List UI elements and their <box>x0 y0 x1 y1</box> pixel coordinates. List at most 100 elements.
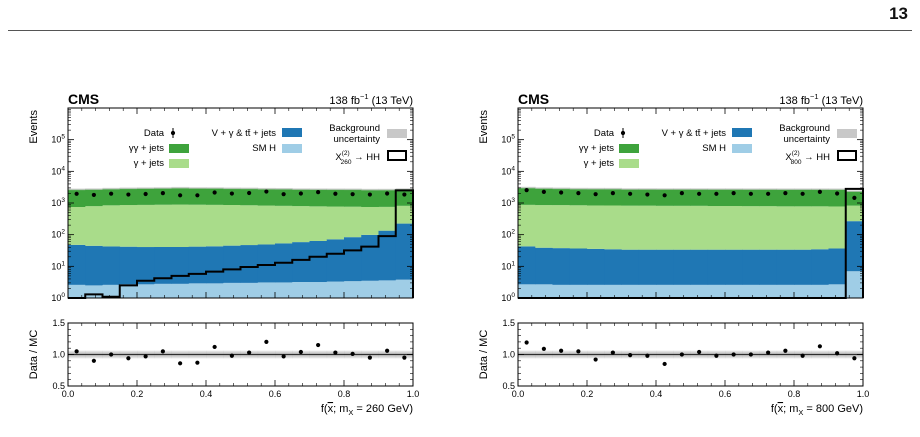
page-number: 13 <box>889 4 908 23</box>
ratio-point <box>74 349 79 354</box>
legend-vg-label: V + γ & tt̄ + jets <box>662 128 727 139</box>
stack-bar-gg_jets <box>257 188 276 206</box>
x-axis-label: f(x; mX = 800 GeV) <box>771 403 863 417</box>
ratio-y-tick-label: 1.5 <box>502 318 515 328</box>
uncertainty-band <box>223 187 241 190</box>
stack-bar-g_jets <box>326 206 345 240</box>
ratio-point <box>714 353 719 358</box>
stack-bar-smh <box>68 284 86 298</box>
stack-bar-gg_jets <box>742 189 760 207</box>
stack-bar-smh <box>102 284 121 298</box>
stack-bar-gg_jets <box>292 189 310 207</box>
stack-bar-g_jets <box>85 206 103 246</box>
stack-bar-g_jets <box>569 205 588 249</box>
stack-bar-vg <box>759 249 778 285</box>
signal-histogram <box>68 189 414 299</box>
legend-gg-jets-label: γγ + jets <box>579 143 614 154</box>
legend-signal-swatch <box>837 150 857 161</box>
stack-bar-vg <box>223 245 241 283</box>
stack-bar-vg <box>638 249 657 285</box>
stack-bar-smh <box>378 280 397 298</box>
stack-bar-vg <box>292 242 310 282</box>
x-tick-label: 1.0 <box>857 389 870 399</box>
legend-smh-swatch <box>282 144 302 153</box>
stack-bar-smh <box>535 284 553 298</box>
x-axis-label: f(x; mX = 260 GeV) <box>321 403 413 417</box>
stack-bar-vg <box>587 248 605 285</box>
ratio-point <box>559 348 564 353</box>
header-rule <box>8 30 912 31</box>
stack-bar-g_jets <box>119 205 138 247</box>
stack-bar-smh <box>292 282 310 298</box>
stack-bar-smh <box>85 285 103 298</box>
stack-bar-vg <box>326 239 345 282</box>
stack-bar-vg <box>690 249 709 285</box>
x-tick-label: 1.0 <box>407 389 420 399</box>
stack-bar-smh <box>690 284 709 298</box>
ratio-point <box>628 353 633 358</box>
ratio-point <box>91 358 96 363</box>
stack-bar-gg_jets <box>309 189 328 207</box>
y-tick-label: 102 <box>501 229 515 240</box>
x-label-mid: ; m <box>333 403 348 415</box>
y-axis-label: Events <box>28 110 40 144</box>
legend-g-jets-label: γ + jets <box>134 158 165 169</box>
stack-bar-smh <box>326 281 345 298</box>
stack-bar-gg_jets <box>361 189 379 207</box>
y-tick-label: 102 <box>51 229 65 240</box>
x-tick-label: 0.2 <box>131 389 144 399</box>
stack-bar-g_jets <box>828 206 847 249</box>
data-point <box>748 191 753 196</box>
legend-g-jets-swatch <box>169 159 189 168</box>
stack-bar-g_jets <box>656 205 674 250</box>
stack-bar-gg_jets <box>621 188 640 206</box>
y-tick-exponent: 4 <box>511 165 515 172</box>
y-tick-exponent: 3 <box>61 197 65 204</box>
ratio-point <box>385 348 390 353</box>
stack-bar-smh <box>811 284 829 298</box>
stack-bar-g_jets <box>275 205 293 244</box>
x-label-prefix: f( <box>321 403 328 415</box>
data-point <box>178 193 183 198</box>
stack-bar-gg_jets <box>656 189 674 206</box>
legend-signal-sub: 260 <box>341 159 352 166</box>
lumi-label: 138 fb−1 (13 TeV) <box>779 92 863 107</box>
stack-bar-vg <box>569 248 588 285</box>
stack-bar-smh <box>223 282 241 298</box>
stack-bar-gg_jets <box>154 187 172 205</box>
stack-bar-gg_jets <box>395 189 414 206</box>
stack-bar-vg <box>535 247 553 285</box>
stack-bar-vg <box>344 237 362 282</box>
stack-bar-g_jets <box>309 206 328 241</box>
stack-bar-smh <box>725 284 743 298</box>
data-point <box>109 191 114 196</box>
y-tick-label: 100 <box>51 292 65 303</box>
legend-signal-suffix: → HH <box>352 152 381 163</box>
stack-bar-gg_jets <box>604 188 622 206</box>
stack-bar-vg <box>776 249 795 285</box>
legend-signal-suffix: → HH <box>802 152 831 163</box>
uncertainty-band <box>604 187 622 190</box>
uncertainty-band <box>309 188 328 190</box>
experiment-label: CMS <box>68 91 99 107</box>
stack-bar-gg_jets <box>828 189 847 207</box>
y-axis-label: Events <box>478 110 490 144</box>
stack-bar-smh <box>828 284 847 298</box>
uncertainty-band <box>240 187 259 190</box>
stack-bar-g_jets <box>361 206 379 235</box>
y-tick-exponent: 2 <box>511 229 515 236</box>
ratio-point <box>333 350 338 355</box>
y-tick-exponent: 5 <box>511 134 515 141</box>
stack-bar-gg_jets <box>725 189 743 207</box>
stack-bar-gg_jets <box>569 188 588 206</box>
ratio-point <box>178 361 183 366</box>
y-tick-exponent: 1 <box>511 260 515 267</box>
stack-bar-vg <box>68 244 86 285</box>
stack-bar-g_jets <box>845 205 864 222</box>
stack-bar-gg_jets <box>223 188 241 205</box>
ratio-point <box>593 357 598 362</box>
uncertainty-band <box>292 188 310 190</box>
ratio-point <box>281 354 286 359</box>
